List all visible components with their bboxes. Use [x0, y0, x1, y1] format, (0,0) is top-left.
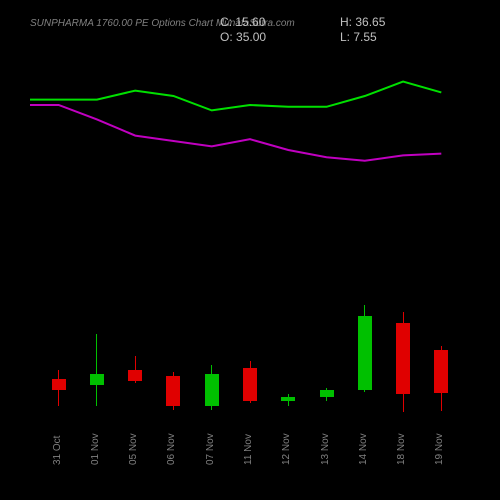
- bottom-indicator-line: [30, 105, 441, 161]
- ohlc-o: O: 35.00: [220, 30, 266, 44]
- x-axis-label: 12 Nov: [281, 433, 292, 465]
- candle-body: [396, 323, 410, 395]
- x-axis-label: 11 Nov: [243, 434, 254, 465]
- candle-wick: [96, 334, 97, 406]
- candle-body: [128, 370, 142, 381]
- top-indicator-line: [30, 82, 441, 111]
- x-axis-label: 06 Nov: [166, 433, 177, 465]
- ohlc-h: H: 36.65: [340, 15, 385, 29]
- title-main: SUNPHARMA 1760.00 PE Options Chart Munaf…: [30, 18, 249, 29]
- candle-body: [358, 316, 372, 390]
- x-axis-label: 14 Nov: [358, 433, 369, 465]
- x-axis-label: 07 Nov: [205, 433, 216, 465]
- x-axis-label: 19 Nov: [434, 433, 445, 465]
- x-axis-label: 31 Oct: [52, 436, 63, 465]
- x-axis-label: 01 Nov: [90, 433, 101, 465]
- candle-body: [166, 376, 180, 405]
- candle-body: [243, 368, 257, 402]
- candle-body: [205, 374, 219, 405]
- ohlc-l: L: 7.55: [340, 30, 377, 44]
- candle-body: [90, 374, 104, 385]
- x-axis-label: 05 Nov: [128, 433, 139, 465]
- candle-body: [320, 390, 334, 397]
- candle-body: [434, 350, 448, 393]
- candle-body: [52, 379, 66, 390]
- candle-body: [281, 397, 295, 401]
- ohlc-c: C: 15.60: [220, 15, 265, 29]
- chart-area: 31 Oct01 Nov05 Nov06 Nov07 Nov11 Nov12 N…: [30, 60, 470, 460]
- x-axis-label: 13 Nov: [320, 433, 331, 465]
- x-axis-label: 18 Nov: [396, 433, 407, 465]
